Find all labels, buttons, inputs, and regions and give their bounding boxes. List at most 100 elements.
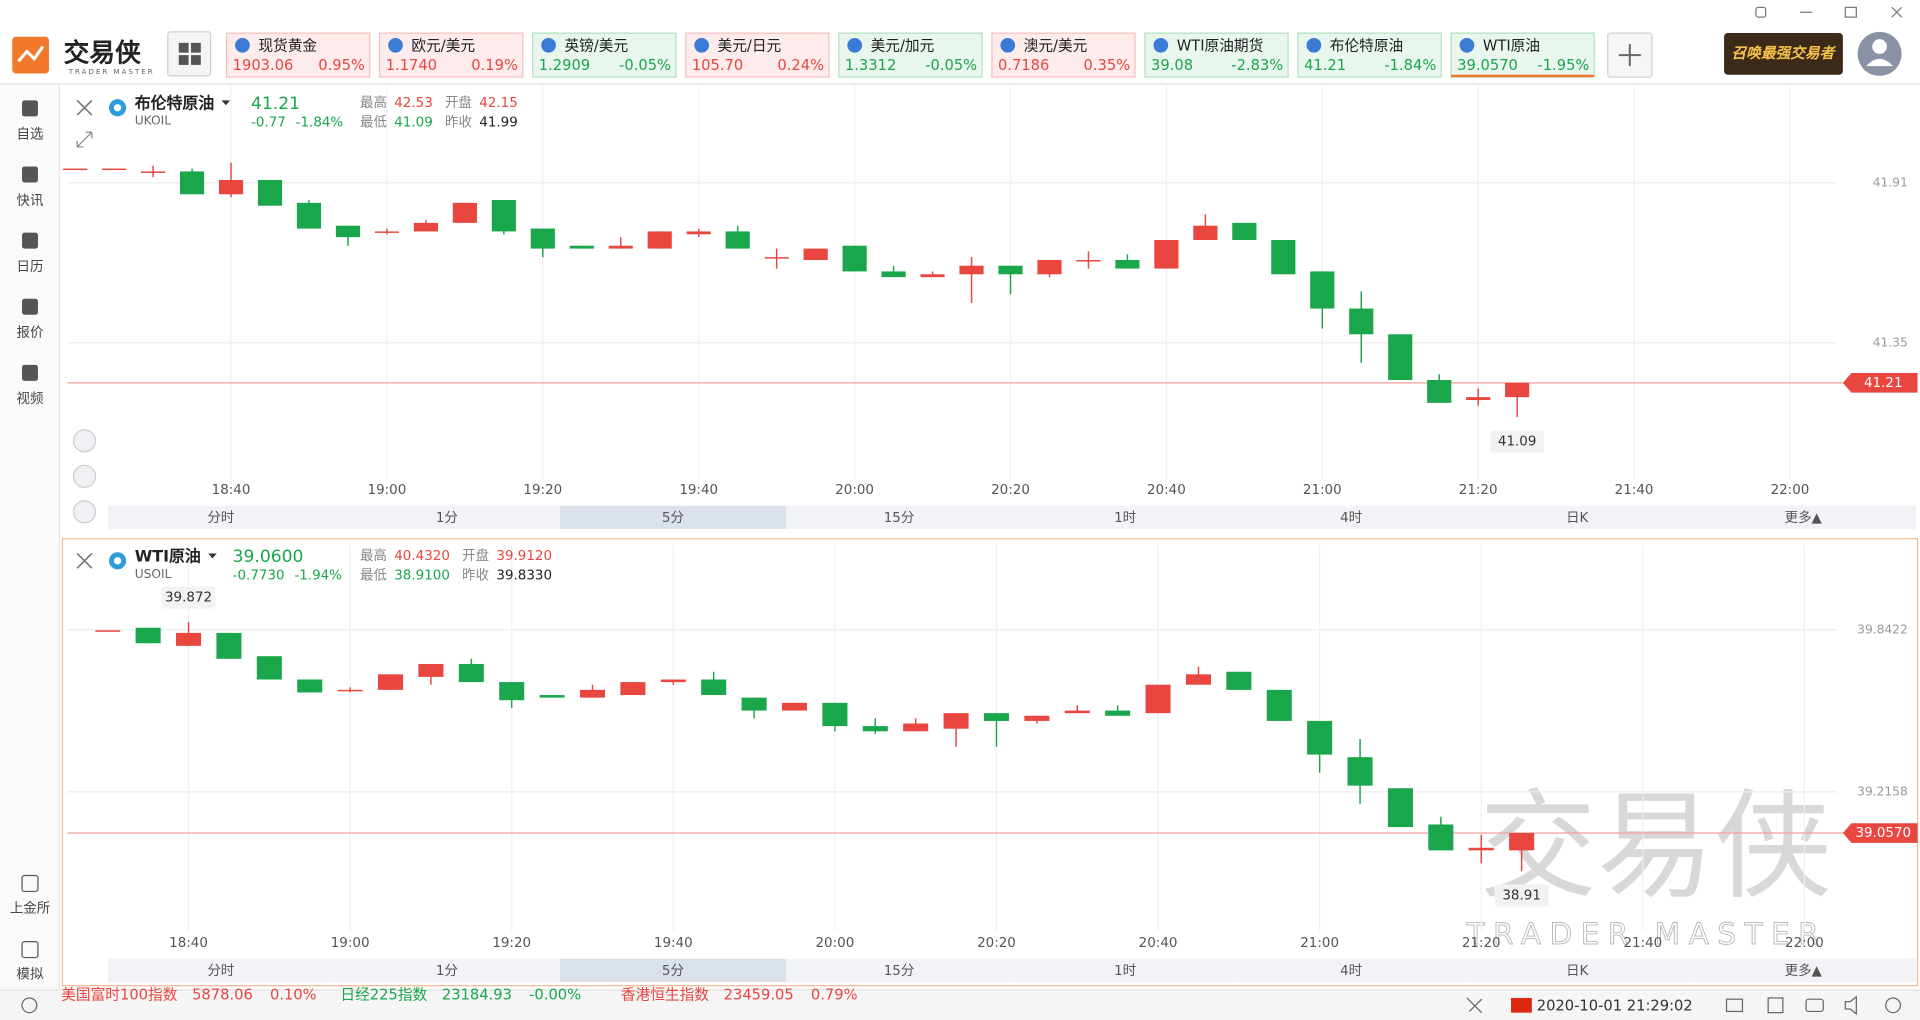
expand-panel[interactable]: [76, 131, 93, 148]
camera-icon[interactable]: [1805, 998, 1824, 1013]
period-tab[interactable]: [559, 958, 786, 983]
period-label[interactable]: 分时: [207, 963, 234, 979]
ticker-card[interactable]: [532, 32, 677, 78]
period-tab[interactable]: [333, 505, 560, 529]
period-label[interactable]: 更多▲: [1785, 962, 1823, 979]
ticker-card[interactable]: [1297, 32, 1442, 78]
skin[interactable]: [1755, 6, 1767, 18]
close-panel[interactable]: [76, 99, 93, 116]
period-label[interactable]: 日K: [1566, 511, 1589, 526]
add-button[interactable]: [1607, 32, 1653, 78]
candle-body: [741, 697, 767, 711]
sidebar-label[interactable]: 快讯: [17, 193, 44, 209]
sidebar-label[interactable]: 日历: [17, 260, 44, 275]
symbol-code: USOIL: [135, 567, 172, 581]
promo-banner[interactable]: [1724, 33, 1843, 75]
period-label[interactable]: 分时: [207, 510, 234, 526]
period-label[interactable]: 1时: [1114, 510, 1136, 526]
period-label[interactable]: 1分: [436, 510, 458, 526]
period-tab[interactable]: [1690, 505, 1917, 529]
layout-button[interactable]: [167, 31, 212, 77]
x-tick-label: 20:20: [977, 936, 1016, 951]
ticker-price: 1.3312: [845, 57, 896, 74]
period-label[interactable]: 4时: [1340, 510, 1362, 526]
candle-body: [176, 632, 202, 646]
candle-body: [1076, 260, 1101, 262]
candle-body: [102, 168, 127, 171]
ticker-card[interactable]: [838, 32, 983, 78]
candle-body: [491, 200, 516, 232]
sidebar-icon[interactable]: [21, 941, 39, 959]
period-tab[interactable]: [1238, 958, 1465, 983]
period-tab[interactable]: [107, 958, 334, 983]
period-tab[interactable]: [785, 958, 1013, 983]
period-tab[interactable]: [1464, 958, 1691, 983]
period-tab[interactable]: [1464, 505, 1691, 529]
sidebar-label[interactable]: 报价: [17, 325, 44, 341]
sidebar-icon[interactable]: [22, 166, 38, 183]
x-tick-label: 21:20: [1459, 483, 1498, 498]
period-tab[interactable]: [785, 505, 1013, 529]
sidebar-label[interactable]: 自选: [17, 127, 44, 143]
ticker-price: 39.0570: [1457, 57, 1518, 74]
sidebar-icon[interactable]: [21, 874, 39, 893]
link-icon[interactable]: [1466, 997, 1483, 1014]
sidebar-label[interactable]: 模拟: [17, 967, 44, 983]
sidebar-icon[interactable]: [22, 232, 38, 249]
symbol-name: 布伦特原油: [135, 94, 215, 113]
index-change: -0.00%: [529, 987, 581, 1004]
period-tab[interactable]: [1690, 958, 1917, 983]
maximize[interactable]: [1844, 6, 1857, 18]
period-label[interactable]: 15分: [884, 510, 915, 526]
window-icon[interactable]: [1725, 998, 1744, 1013]
ticker-card[interactable]: [1144, 32, 1289, 78]
period-tab[interactable]: [333, 958, 560, 983]
price: 39.0600: [233, 547, 304, 567]
ticker-card[interactable]: [1450, 32, 1595, 78]
period-label[interactable]: 5分: [662, 510, 684, 526]
symbol-dropdown[interactable]: [221, 100, 231, 106]
candle-body: [842, 245, 867, 272]
period-label[interactable]: 5分: [662, 963, 684, 979]
period-tab[interactable]: [1238, 505, 1465, 529]
stat-label: 昨收: [445, 114, 472, 130]
close-window[interactable]: [1891, 6, 1903, 18]
chart-tool[interactable]: [72, 429, 97, 453]
period-label[interactable]: 4时: [1340, 963, 1362, 979]
sidebar-icon[interactable]: [22, 298, 38, 315]
period-label[interactable]: 1分: [436, 963, 458, 979]
promo-text[interactable]: 召唤最强交易者: [1731, 45, 1836, 62]
ticker-icon: [1153, 37, 1169, 53]
sidebar-label[interactable]: 视频: [17, 391, 44, 407]
period-tab[interactable]: [1012, 958, 1239, 983]
period-label[interactable]: 1时: [1114, 963, 1136, 979]
ticker-card[interactable]: [378, 32, 524, 78]
status-bar: [0, 989, 1920, 1020]
ticker-card[interactable]: [991, 32, 1136, 78]
sidebar-icon[interactable]: [22, 100, 38, 117]
symbol-dropdown[interactable]: [208, 553, 217, 559]
period-label[interactable]: 更多▲: [1785, 509, 1823, 526]
flag: [1511, 997, 1532, 1013]
candle-body: [781, 702, 808, 711]
ticker-card[interactable]: [685, 32, 830, 78]
layout-button-box[interactable]: [167, 31, 212, 77]
period-label[interactable]: 日K: [1566, 964, 1589, 979]
settings-icon[interactable]: [1885, 997, 1902, 1014]
support-icon[interactable]: [21, 997, 38, 1014]
candle-body: [647, 231, 672, 249]
ticker-card[interactable]: [225, 32, 371, 78]
sidebar-label[interactable]: 上金所: [10, 901, 50, 917]
chart-tool[interactable]: [72, 500, 97, 524]
period-tab[interactable]: [559, 505, 786, 529]
close-panel[interactable]: [76, 552, 93, 569]
chart-tool[interactable]: [72, 464, 97, 488]
sound-icon[interactable]: [1844, 995, 1857, 1016]
layout-icon[interactable]: [1767, 997, 1784, 1014]
candle-body: [337, 689, 363, 692]
period-tab[interactable]: [1012, 505, 1239, 529]
period-label[interactable]: 15分: [884, 963, 915, 979]
period-tab[interactable]: [107, 505, 334, 529]
sidebar-icon[interactable]: [22, 364, 38, 381]
index-change: 0.10%: [270, 987, 317, 1004]
